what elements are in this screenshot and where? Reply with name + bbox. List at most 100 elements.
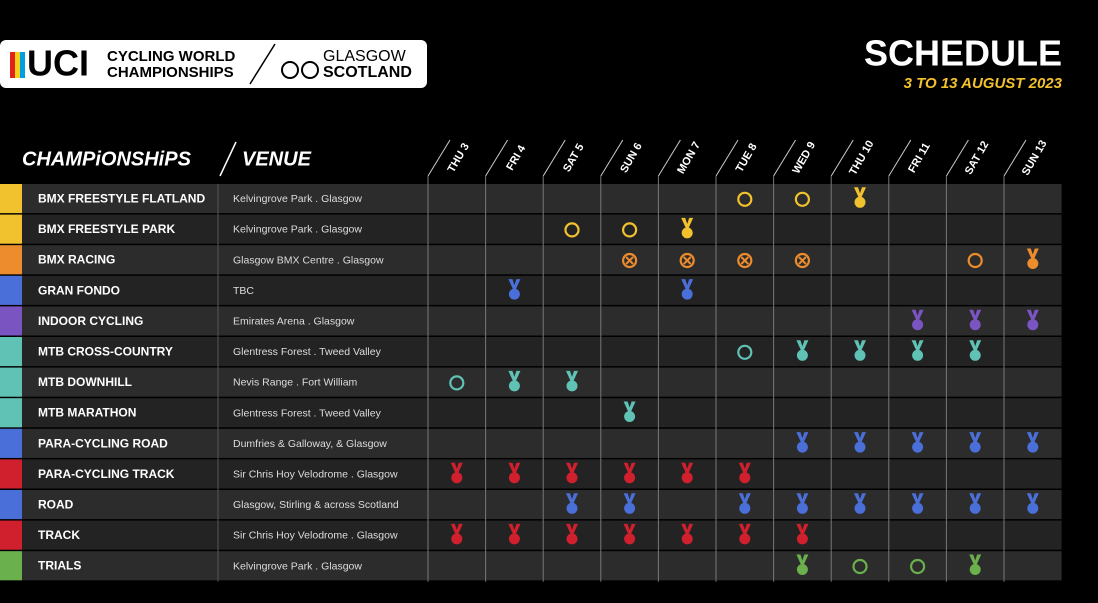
bike-icon [301, 61, 319, 79]
row-name: TRACK [38, 528, 80, 542]
medal [854, 502, 866, 514]
row-color [0, 520, 22, 550]
row-venue: Emirates Arena . Glasgow [233, 315, 355, 327]
header-slash [600, 139, 624, 177]
medal-ribbon [681, 462, 694, 473]
row-color [0, 245, 22, 275]
header-slash [888, 139, 912, 177]
medal [451, 472, 463, 484]
medal [566, 502, 578, 514]
medal [508, 533, 520, 545]
medal [566, 533, 578, 545]
event-cross [798, 256, 807, 265]
header-slash [542, 139, 566, 177]
event-ring [564, 222, 580, 238]
row-bg [0, 275, 1062, 305]
col-header: VENUE [242, 148, 312, 170]
row-bg [0, 398, 1062, 428]
medal [969, 564, 981, 575]
medal-ribbon [681, 279, 694, 290]
row-bg [0, 551, 1062, 581]
medal-ribbon [969, 554, 982, 565]
row-venue: Glentress Forest . Tweed Valley [233, 346, 382, 358]
medal [796, 502, 808, 514]
logo-divider [249, 43, 276, 85]
row-name: BMX FREESTYLE FLATLAND [38, 191, 205, 205]
day-label: SAT 5 [561, 142, 587, 174]
medal-ribbon [854, 340, 866, 351]
medal-ribbon [854, 432, 866, 443]
row-name: GRAN FONDO [38, 283, 120, 297]
day-label: MON 7 [675, 140, 703, 176]
event-ring [967, 252, 983, 269]
medal [796, 533, 808, 545]
day-label: SUN 6 [618, 141, 645, 175]
medal-ribbon [796, 554, 809, 565]
row-bg [0, 306, 1062, 336]
medal [854, 349, 866, 361]
grid: BMX FREESTYLE FLATLAND Kelvingrove Park .… [0, 138, 1062, 582]
medal [624, 472, 636, 484]
city-line: GLASGOW [323, 48, 407, 65]
row-venue: Glasgow, Stirling & across Scotland [233, 499, 399, 511]
row-name: TRIALS [38, 559, 81, 573]
header-slash [485, 139, 509, 177]
row-name: MTB DOWNHILL [38, 375, 132, 389]
medal-ribbon [450, 523, 463, 534]
medal [969, 319, 981, 331]
medal-ribbon [1026, 493, 1039, 504]
event-ring [852, 558, 868, 575]
medal-ribbon [969, 432, 982, 443]
medal [796, 349, 808, 361]
row-color [0, 306, 22, 336]
row-color [0, 367, 22, 397]
medal-ribbon [623, 523, 636, 534]
medal-ribbon [738, 462, 751, 473]
row-venue: Glasgow BMX Centre . Glasgow [233, 254, 384, 266]
city-line: SCOTLAND [323, 64, 412, 81]
header-slash [657, 139, 681, 177]
day-label: SUN 13 [1020, 138, 1050, 177]
row-venue: Kelvingrove Park . Glasgow [233, 193, 362, 205]
row-bg [0, 490, 1062, 520]
row-bg [0, 520, 1062, 550]
medal [624, 502, 636, 514]
row-name: PARA-CYCLING ROAD [38, 436, 168, 450]
event-cross [682, 256, 692, 265]
medal [912, 319, 924, 331]
header-divider [219, 141, 237, 177]
medal [969, 349, 981, 361]
medal [739, 533, 751, 545]
dates: 3 TO 13 AUGUST 2023 [904, 75, 1063, 92]
day-label: FRI 4 [504, 143, 528, 173]
row-venue: TBC [233, 285, 254, 297]
medal-ribbon [508, 279, 521, 290]
medal-ribbon [796, 523, 809, 534]
row-name: ROAD [38, 497, 74, 511]
medal [1027, 441, 1039, 453]
medal-ribbon [566, 462, 578, 473]
row-name: PARA-CYCLING TRACK [38, 467, 175, 481]
event-ring [909, 558, 926, 575]
row-venue: Sir Chris Hoy Velodrome . Glasgow [233, 530, 398, 542]
medal [912, 502, 924, 514]
medal-ribbon [911, 432, 924, 443]
day-label: WED 9 [790, 140, 818, 176]
event-ring [737, 252, 753, 269]
day-label: THU 10 [847, 139, 876, 178]
row-venue: Dumfries & Galloway, & Glasgow [233, 438, 387, 450]
medal [912, 441, 924, 453]
header-slash [945, 139, 969, 177]
row-venue: Kelvingrove Park . Glasgow [233, 224, 362, 236]
medal [1027, 502, 1039, 514]
medal-ribbon [681, 523, 694, 534]
row-color [0, 184, 22, 214]
medal-ribbon [566, 493, 578, 504]
row-name: MTB MARATHON [38, 406, 136, 420]
row-venue: Glentress Forest . Tweed Valley [233, 407, 382, 419]
medal [1027, 319, 1039, 331]
medal [1027, 258, 1039, 269]
medal-ribbon [566, 523, 578, 534]
medal [854, 441, 866, 453]
